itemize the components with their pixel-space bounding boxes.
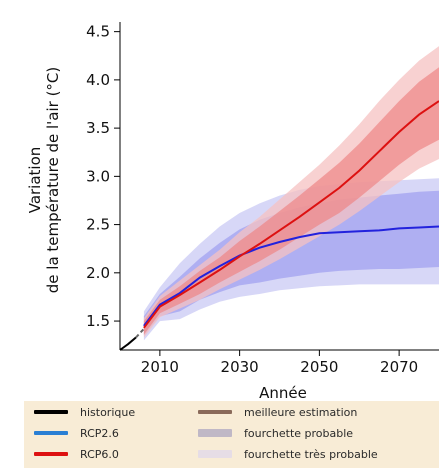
y-axis-title-line-1: Variation — [26, 147, 44, 214]
series-line-rcp26-2 — [143, 225, 439, 327]
legend-label: meilleure estimation — [244, 405, 358, 419]
y-tick-label: 4.5 — [86, 23, 110, 41]
legend-swatch-likely-range — [198, 429, 232, 437]
legend-swatch-rcp60 — [34, 452, 68, 456]
legend: historique RCP2.6 RCP6.0 meilleure estim… — [24, 401, 439, 468]
x-tick-label: 2050 — [300, 358, 338, 376]
axes: 1.5 2.0 2.5 3.0 3.5 4.0 4.5 2010 2030 2050 2070 — [86, 22, 439, 376]
x-tick-label: 2030 — [221, 358, 259, 376]
legend-label: historique — [80, 405, 136, 419]
legend-swatch-rcp26 — [34, 431, 68, 435]
y-tick-label: 2.0 — [86, 264, 110, 282]
series-line-historique-0 — [119, 336, 137, 351]
legend-label: RCP6.0 — [80, 447, 119, 461]
legend-swatch-best-estimate — [198, 410, 232, 414]
y-tick-label: 3.5 — [86, 119, 110, 137]
series-line-rcp60-3 — [143, 100, 439, 329]
likely-band-rcp26 — [143, 190, 439, 336]
y-tick-label: 1.5 — [86, 312, 110, 330]
legend-item-very-likely-range: fourchette très probable — [198, 446, 378, 462]
legend-swatch-historique — [34, 410, 68, 414]
x-tick-label: 2010 — [141, 358, 179, 376]
plot-area — [119, 46, 439, 351]
legend-item-rcp60: RCP6.0 — [34, 446, 119, 462]
legend-label: RCP2.6 — [80, 426, 119, 440]
y-tick-label: 2.5 — [86, 216, 110, 234]
legend-item-best-estimate: meilleure estimation — [198, 404, 357, 420]
legend-label: fourchette probable — [244, 426, 354, 440]
y-tick-label: 4.0 — [86, 71, 110, 89]
y-axis-title-line-2: de la température de l'air (°C) — [44, 67, 62, 293]
series-line-historique-1 — [135, 328, 145, 339]
legend-item-historique: historique — [34, 404, 135, 420]
legend-label: fourchette très probable — [244, 447, 378, 461]
y-tick-label: 3.0 — [86, 167, 110, 185]
x-axis-title: Année — [259, 384, 307, 402]
legend-item-likely-range: fourchette probable — [198, 425, 353, 441]
legend-swatch-very-likely-range — [198, 450, 232, 458]
legend-item-rcp26: RCP2.6 — [34, 425, 119, 441]
x-tick-label: 2070 — [380, 358, 418, 376]
